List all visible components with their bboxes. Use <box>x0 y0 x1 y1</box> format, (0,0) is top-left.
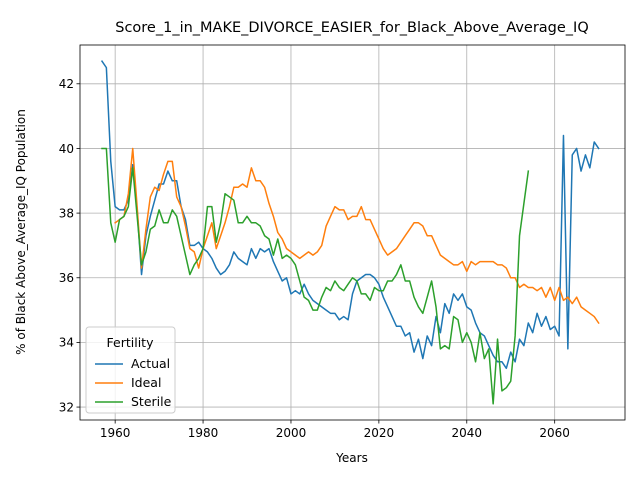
y-tick-label: 34 <box>59 336 74 350</box>
y-axis: 32 34 36 38 40 42 <box>59 77 80 414</box>
plot-frame <box>79 44 626 421</box>
x-tick-label: 2020 <box>364 426 395 440</box>
y-axis-label: % of Black Above_Average_IQ Population <box>14 109 28 355</box>
legend-box <box>85 326 176 414</box>
x-tick-label: 2060 <box>539 426 570 440</box>
legend-label-ideal: Ideal <box>131 375 161 390</box>
y-tick-label: 40 <box>59 142 74 156</box>
y-tick-label: 38 <box>59 206 74 220</box>
x-axis: 1960 1980 2000 2020 2040 2060 <box>100 420 570 440</box>
x-tick-label: 2040 <box>451 426 482 440</box>
legend-label-sterile: Sterile <box>131 394 172 409</box>
y-tick-label: 32 <box>59 400 74 414</box>
legend: Fertility Actual Ideal Sterile <box>85 326 176 414</box>
y-tick-label: 42 <box>59 77 74 91</box>
x-tick-label: 1960 <box>100 426 131 440</box>
y-tick-label: 36 <box>59 271 74 285</box>
chart-title: Score_1_in_MAKE_DIVORCE_EASIER_for_Black… <box>115 20 589 36</box>
series-line-actual <box>100 60 600 370</box>
x-axis-label: Years <box>335 451 368 465</box>
legend-label-actual: Actual <box>131 356 170 371</box>
x-tick-label: 2000 <box>276 426 307 440</box>
series-line-sterile <box>101 147 530 405</box>
x-tick-label: 1980 <box>188 426 219 440</box>
legend-title: Fertility <box>107 335 155 350</box>
series-lines <box>100 60 600 405</box>
